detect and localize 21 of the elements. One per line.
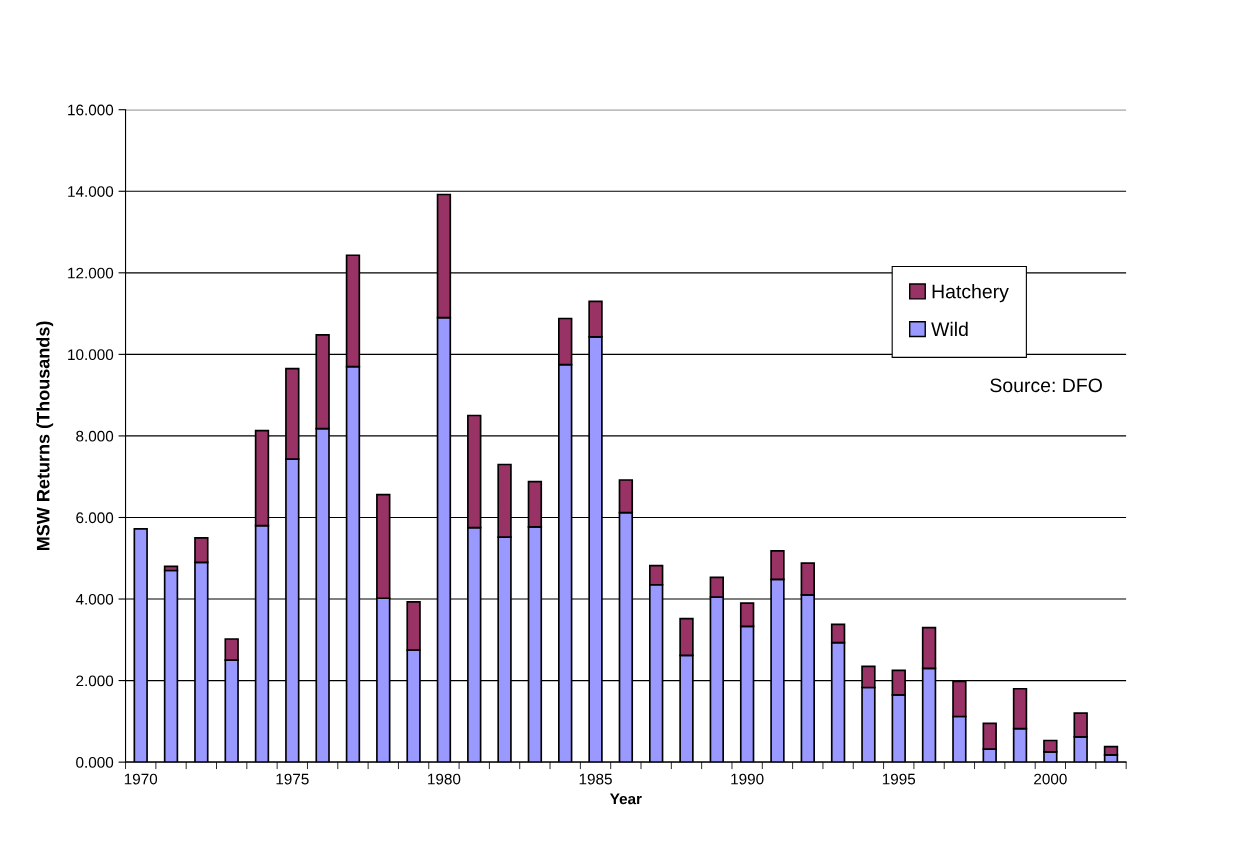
- annotation: Source: DFO: [990, 378, 1102, 393]
- y-tick-label: 16.000: [68, 104, 114, 116]
- y-tick-label: 12.000: [68, 267, 114, 279]
- x-axis-title: Year: [609, 793, 642, 805]
- x-tick-label: 1975: [276, 773, 309, 785]
- y-tick-label: 10.000: [68, 349, 114, 361]
- y-axis-title: MSW Returns (Thousands): [36, 321, 54, 551]
- x-tick-label: 1995: [882, 773, 916, 785]
- y-tick-label: 14.000: [68, 186, 114, 197]
- x-tick-label: 1980: [428, 773, 461, 785]
- y-tick-label: 4.000: [75, 593, 114, 605]
- y-tick-label: 0.000: [76, 757, 114, 768]
- y-tick-label: 8.000: [76, 430, 114, 442]
- x-tick-label: 2000: [1034, 773, 1067, 785]
- y-tick-label: 6.000: [76, 512, 114, 524]
- legend-label: Hatchery: [932, 284, 1009, 303]
- legend-label: Wild: [931, 321, 968, 337]
- x-tick-label: 1985: [579, 773, 612, 785]
- x-tick-label: 1970: [124, 773, 158, 785]
- y-tick-label: 2.000: [76, 675, 114, 687]
- x-tick-label: 1990: [731, 773, 764, 785]
